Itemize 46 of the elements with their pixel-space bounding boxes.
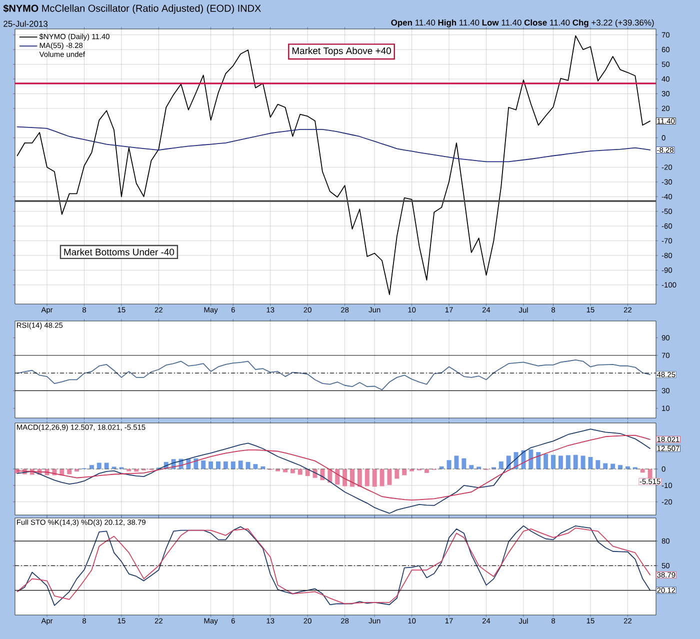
bar <box>223 461 228 469</box>
bar <box>216 461 220 469</box>
bar <box>387 469 392 485</box>
bar <box>96 462 102 469</box>
bar <box>462 458 466 469</box>
text: Open 11.40 High 11.40 Low 11.40 Close 11.40 Chg +3.22 (+39.36%) <box>391 19 654 28</box>
bar <box>283 469 288 472</box>
bar <box>469 465 474 469</box>
bar <box>394 469 400 479</box>
bar <box>290 469 295 474</box>
bar <box>454 456 459 469</box>
bar <box>335 469 340 485</box>
bar <box>551 454 556 469</box>
bar <box>424 469 429 473</box>
chart-subtitle: 25-Jul-2013 <box>4 20 48 27</box>
bar <box>342 469 348 486</box>
bar <box>580 456 586 469</box>
bar <box>566 455 570 469</box>
bar <box>246 462 250 469</box>
bar <box>350 469 354 487</box>
bar <box>603 463 608 469</box>
bar <box>357 469 362 487</box>
chart-title: $NYMO McClellan Oscillator (Ratio Adjusted) (EOD) INDX <box>3 4 261 14</box>
bar <box>558 456 563 469</box>
bar <box>610 464 616 469</box>
bar <box>364 469 370 486</box>
bar <box>446 460 452 469</box>
bar <box>208 461 214 469</box>
annotation: Market Bottoms Under -40 <box>64 248 174 256</box>
bar <box>67 469 72 474</box>
bar <box>380 469 384 486</box>
bar <box>536 452 541 469</box>
bar <box>528 449 534 469</box>
bar <box>230 461 236 469</box>
bar <box>498 461 504 469</box>
annotation: Market Tops Above +40 <box>292 47 391 56</box>
bar <box>238 460 243 469</box>
bar <box>573 454 578 469</box>
bar <box>201 460 206 469</box>
bar <box>544 454 548 469</box>
bar <box>253 464 258 469</box>
bar <box>640 469 645 473</box>
bar <box>298 469 302 475</box>
bar <box>596 460 600 469</box>
bar <box>372 469 377 487</box>
bar <box>89 465 94 469</box>
